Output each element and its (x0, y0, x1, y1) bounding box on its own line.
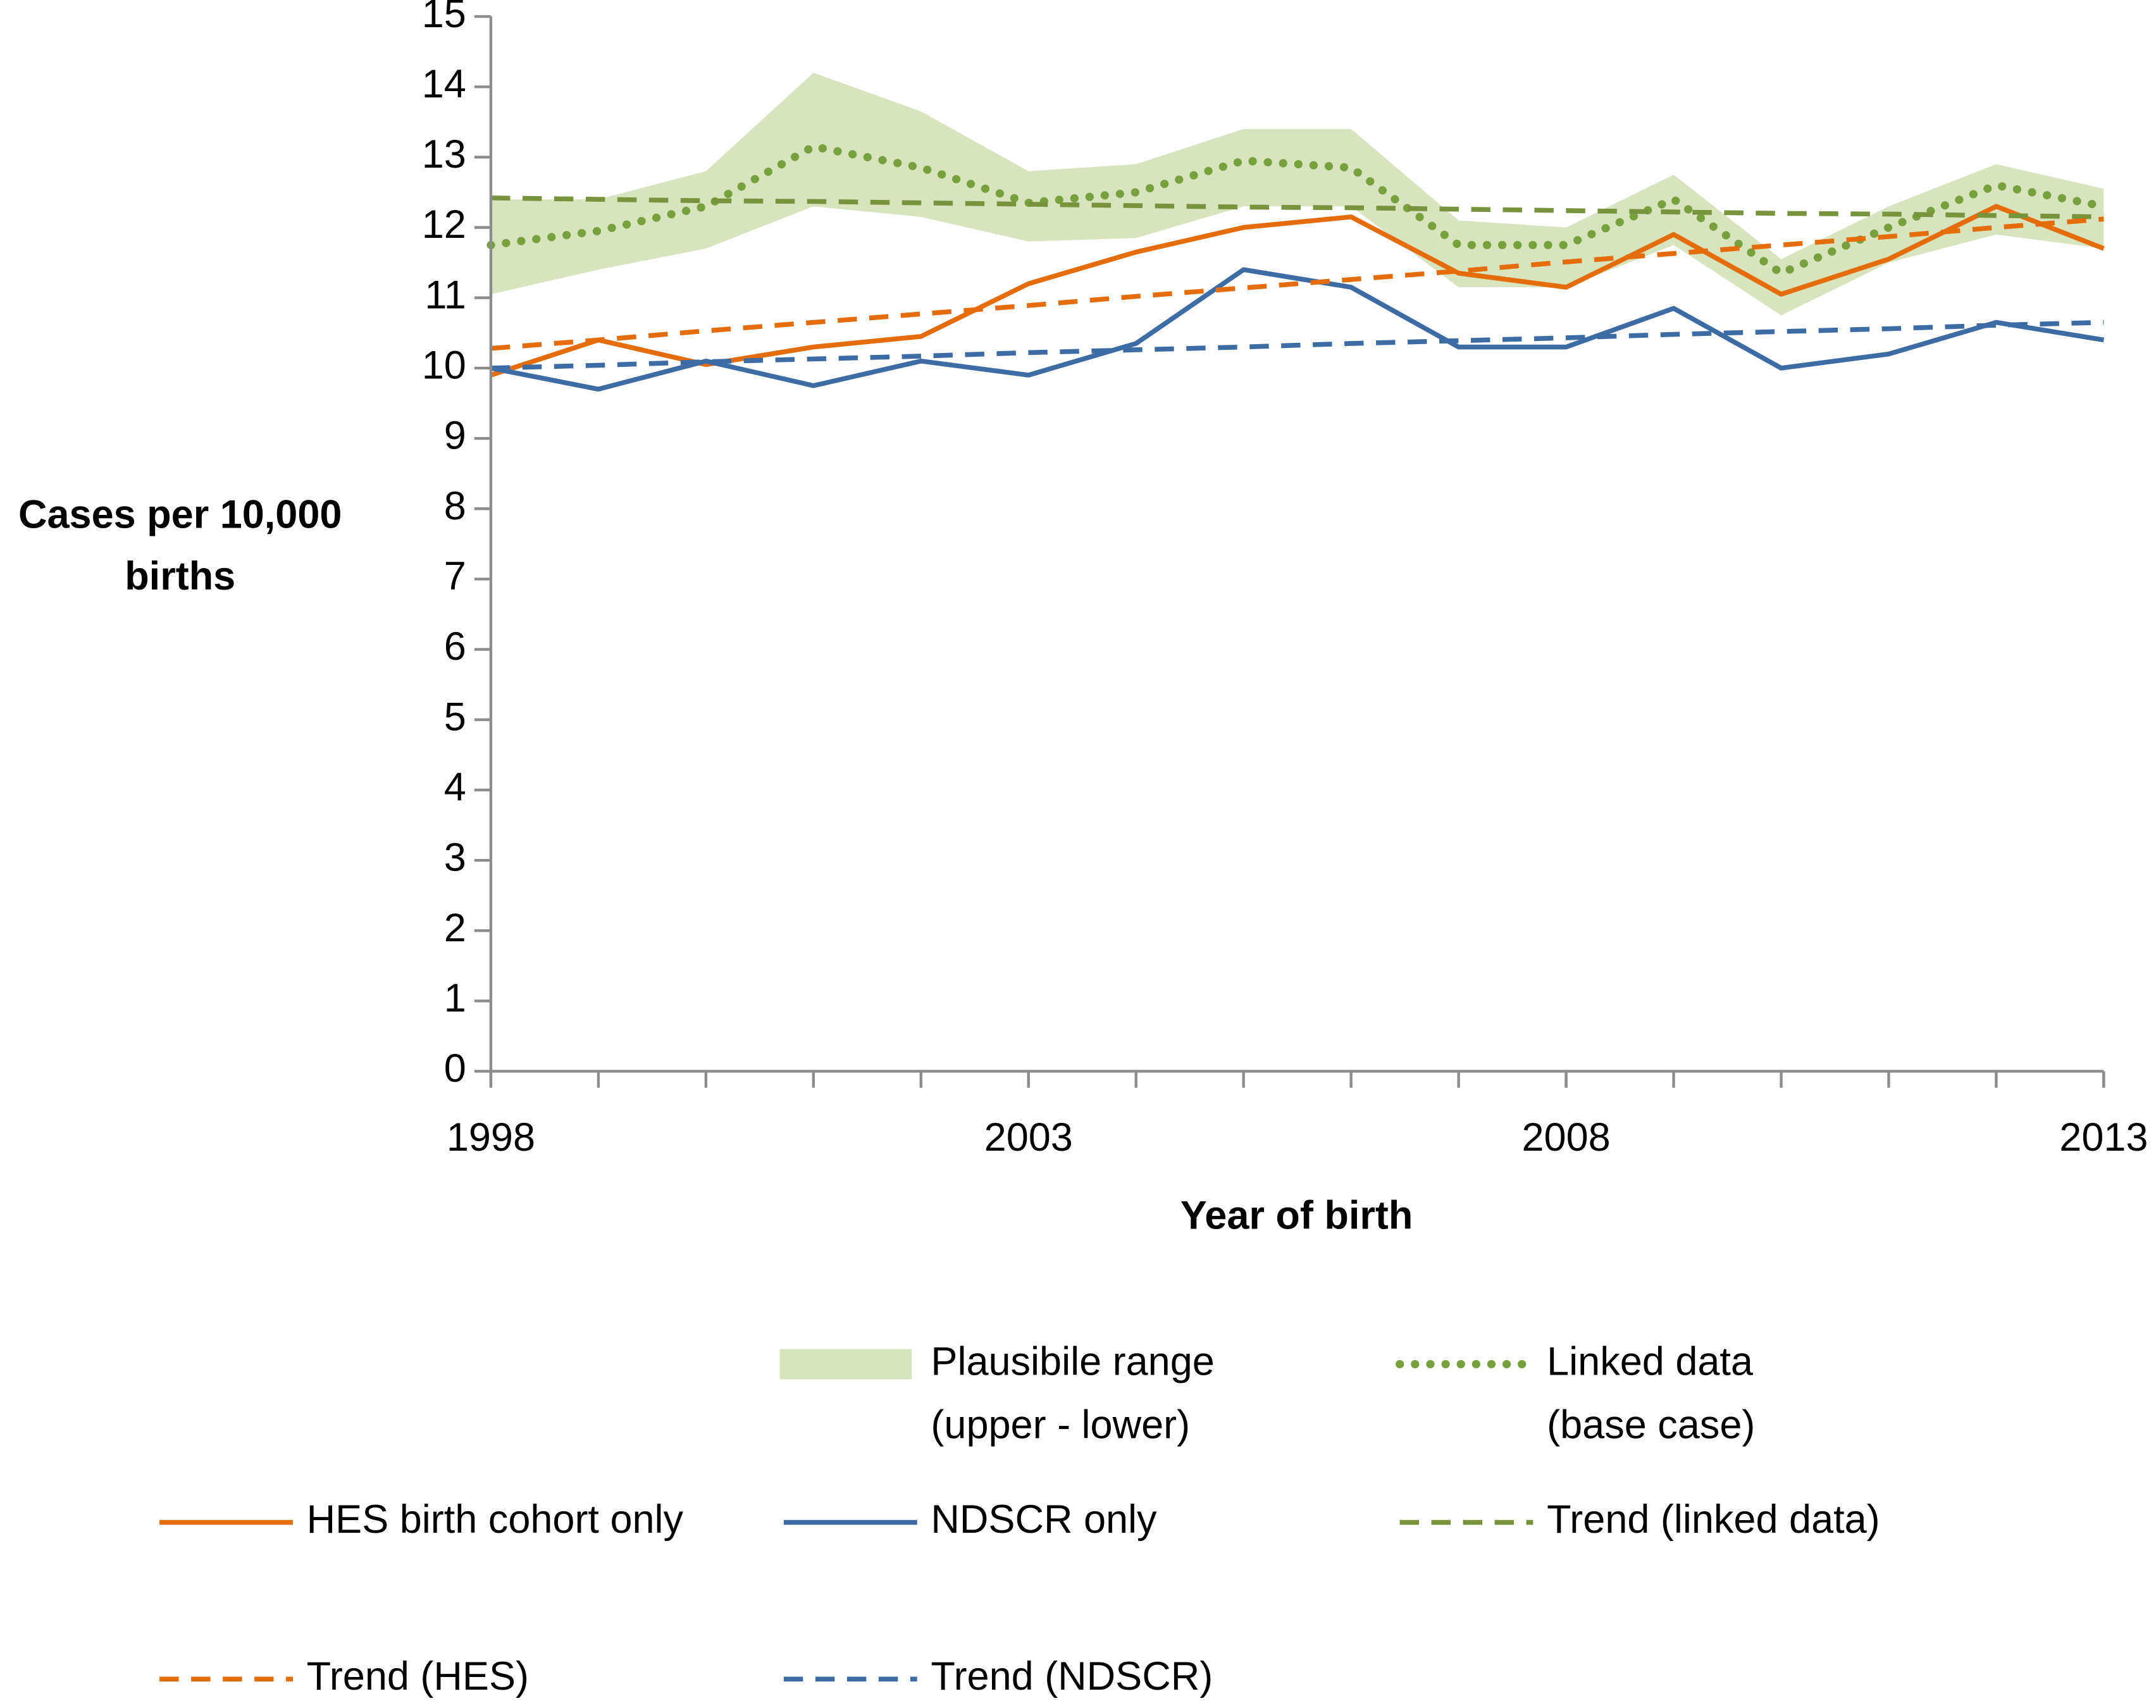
legend-label: Trend (NDSCR) (931, 1654, 1213, 1699)
y-tick-label: 8 (444, 484, 466, 528)
legend-label: HES birth cohort only (307, 1497, 684, 1542)
y-tick-label: 1 (444, 976, 466, 1020)
legend-label: Plausibile range (upper - lower) (931, 1339, 1214, 1447)
series-line (486, 142, 2108, 278)
legend-label: Trend (linked data) (1547, 1497, 1880, 1542)
x-tick-label: 2003 (984, 1115, 1073, 1160)
series-line (490, 204, 2105, 378)
legend-label: Trend (HES) (307, 1654, 529, 1699)
y-tick-label: 15 (422, 0, 466, 36)
y-tick-label: 6 (444, 624, 466, 669)
legend-swatch (779, 1349, 912, 1380)
y-tick-label: 11 (424, 273, 466, 317)
y-tick-label: 13 (422, 132, 466, 176)
y-tick-label: 7 (444, 554, 466, 598)
y-tick-label: 4 (444, 765, 466, 809)
legend-label: Linked data (base case) (1547, 1339, 1755, 1447)
x-tick-label: 1998 (447, 1115, 535, 1160)
series-line (490, 216, 2104, 351)
y-tick-label: 10 (422, 343, 466, 388)
y-tick-label: 3 (444, 836, 466, 880)
y-axis-title: Cases per 10,000 births (18, 492, 342, 598)
y-tick-label: 14 (422, 62, 466, 106)
y-tick-label: 12 (422, 202, 466, 247)
y-tick-label: 0 (444, 1046, 466, 1091)
x-tick-label: 2013 (2059, 1115, 2148, 1160)
x-tick-label: 2008 (1521, 1115, 1610, 1160)
x-axis-title: Year of birth (1180, 1194, 1413, 1238)
series-line (490, 267, 2105, 392)
y-tick-label: 2 (444, 906, 466, 950)
plot-area (486, 73, 2108, 392)
y-tick-label: 5 (444, 695, 466, 739)
series-line (490, 195, 2104, 220)
y-tick-label: 9 (444, 414, 466, 458)
legend-label: NDSCR only (931, 1497, 1157, 1542)
range-band (490, 73, 2104, 316)
series-line (490, 319, 2104, 371)
